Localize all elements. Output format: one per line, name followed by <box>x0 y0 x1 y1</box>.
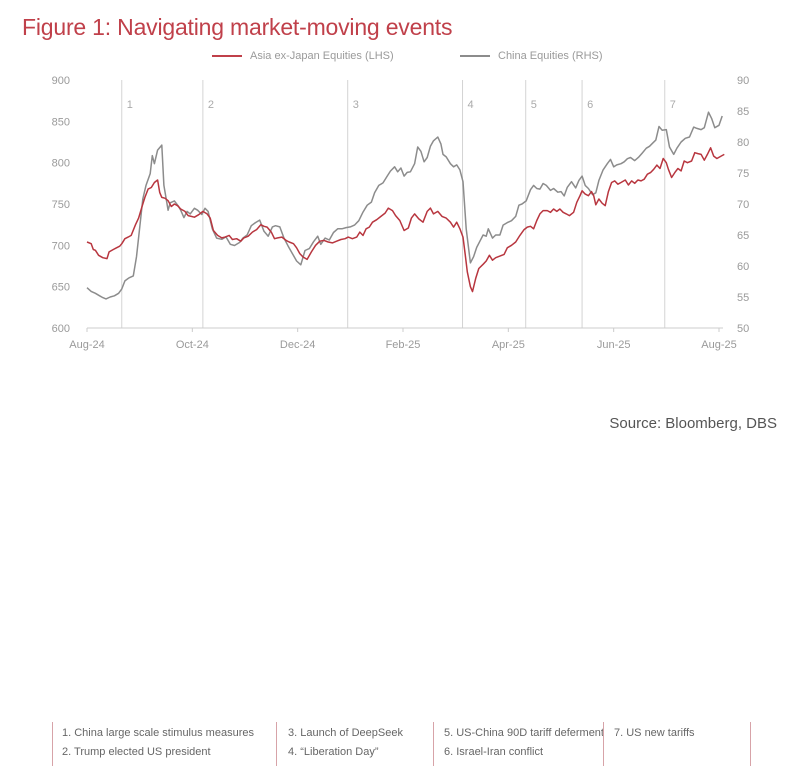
y-left-tick-label: 700 <box>52 240 70 252</box>
x-tick-label: Aug-24 <box>69 339 104 351</box>
event-label-3: 3 <box>353 99 359 111</box>
event-label-5: 5 <box>531 99 537 111</box>
legend-label-asia-ex-japan: Asia ex-Japan Equities (LHS) <box>250 50 394 62</box>
figure-title: Figure 1: Navigating market-moving event… <box>22 14 453 40</box>
y-right-tick-label: 90 <box>737 75 749 87</box>
event-label-1: 1 <box>127 99 133 111</box>
y-left-tick-label: 900 <box>52 75 70 87</box>
source-note: Source: Bloomberg, DBS <box>609 415 777 432</box>
note-event-5: 5. US-China 90D tariff deferment <box>444 727 604 739</box>
note-separator <box>433 722 434 766</box>
note-event-7: 7. US new tariffs <box>614 727 695 739</box>
legend-item-china-equities: China Equities (RHS) <box>460 50 603 62</box>
y-left-tick-label: 800 <box>52 158 70 170</box>
y-right-tick-label: 70 <box>737 199 749 211</box>
event-label-6: 6 <box>587 99 593 111</box>
x-tick-label: Feb-25 <box>386 339 421 351</box>
x-tick-label: Oct-24 <box>176 339 209 351</box>
note-event-6: 6. Israel-Iran conflict <box>444 746 544 758</box>
event-label-7: 7 <box>670 99 676 111</box>
note-separator <box>276 722 277 766</box>
line-chart: 1 2 3 4 5 6 7 Aug-24 Oct-24 Dec-24 Feb-25 Apr-25 Ju… <box>52 75 750 351</box>
event-label-4: 4 <box>468 99 474 111</box>
note-separator <box>52 722 53 766</box>
legend-item-asia-ex-japan: Asia ex-Japan Equities (LHS) <box>212 50 394 62</box>
event-label-2: 2 <box>208 99 214 111</box>
x-tick-label: Apr-25 <box>492 339 525 351</box>
legend-label-china-equities: China Equities (RHS) <box>498 50 603 62</box>
note-event-2: 2. Trump elected US president <box>62 746 211 758</box>
y-right-tick-label: 60 <box>737 261 749 273</box>
series-line-china-equities <box>86 111 723 300</box>
y-right-tick-label: 65 <box>737 230 749 242</box>
note-event-4: 4. “Liberation Day” <box>288 746 379 758</box>
legend-swatch-china-equities <box>460 55 490 57</box>
series-group <box>86 111 725 300</box>
y-right-tick-label: 80 <box>737 137 749 149</box>
event-notes: 1. China large scale stimulus measures 2… <box>0 360 803 766</box>
y-left-tick-label: 600 <box>52 323 70 335</box>
y-right-tick-label: 75 <box>737 168 749 180</box>
note-event-3: 3. Launch of DeepSeek <box>288 727 403 739</box>
series-line-asia-ex-japan <box>86 147 725 293</box>
note-separator <box>750 722 751 766</box>
y-right-tick-label: 50 <box>737 323 749 335</box>
y-left-tick-label: 850 <box>52 116 70 128</box>
legend-swatch-asia-ex-japan <box>212 55 242 57</box>
y-right-tick-label: 55 <box>737 292 749 304</box>
y-right-tick-label: 85 <box>737 106 749 118</box>
y-left-tick-label: 650 <box>52 282 70 294</box>
note-event-1: 1. China large scale stimulus measures <box>62 727 254 739</box>
x-tick-label: Aug-25 <box>701 339 736 351</box>
x-tick-label: Jun-25 <box>597 339 631 351</box>
y-left-tick-label: 750 <box>52 199 70 211</box>
axes: Aug-24 Oct-24 Dec-24 Feb-25 Apr-25 Jun-25 Aug-… <box>52 75 750 351</box>
note-separator <box>603 722 604 766</box>
x-tick-label: Dec-24 <box>280 339 315 351</box>
event-lines: 1 2 3 4 5 6 7 <box>121 80 676 328</box>
